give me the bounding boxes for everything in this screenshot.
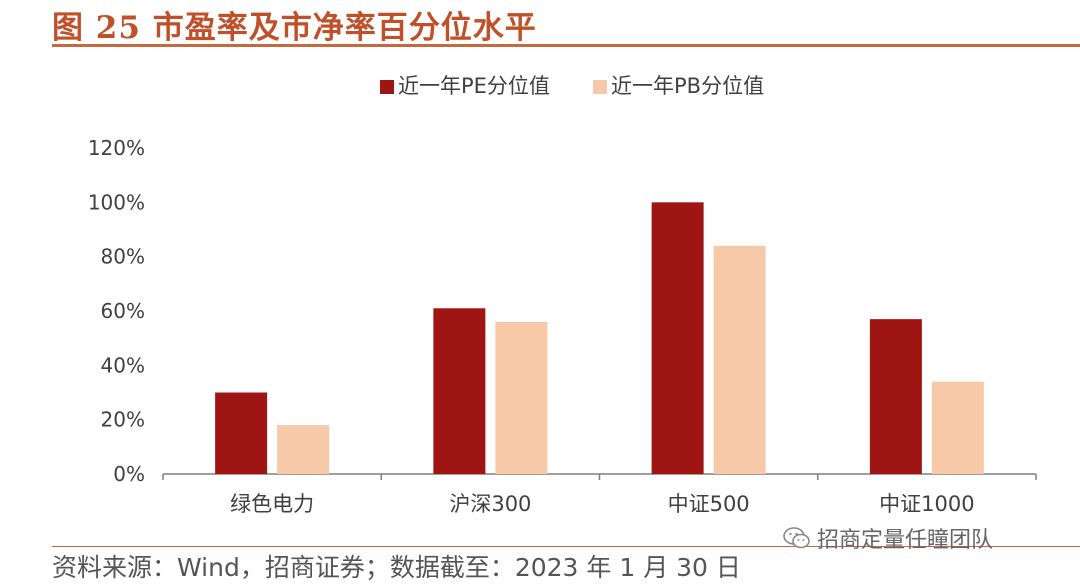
- legend-label-1: 近一年PE分位值: [398, 74, 550, 98]
- bar-pe-2: [433, 308, 486, 474]
- bar-pb-3: [713, 245, 766, 474]
- legend-swatch-1: [380, 80, 394, 94]
- y-tick-label: 120%: [88, 136, 145, 160]
- legend-swatch-2: [593, 80, 607, 94]
- bar-pb-4: [931, 381, 984, 474]
- y-tick-label: 80%: [101, 245, 145, 269]
- y-tick-label: 100%: [88, 190, 145, 214]
- figure-title: 图 25 市盈率及市净率百分位水平: [52, 10, 537, 46]
- x-tick-label: 绿色电力: [230, 492, 314, 516]
- x-tick-label: 中证1000: [879, 492, 974, 516]
- footer-divider: [52, 546, 1080, 547]
- y-tick-label: 20%: [101, 408, 145, 432]
- legend-label-2: 近一年PB分位值: [611, 74, 764, 98]
- source-note: 资料来源：Wind，招商证券；数据截至：2023 年 1 月 30 日: [52, 553, 741, 582]
- figure-title-bar: 图 25 市盈率及市净率百分位水平: [52, 0, 1080, 47]
- watermark: 招商定量任瞳团队: [783, 522, 993, 554]
- y-tick-label: 40%: [101, 353, 145, 377]
- bar-pb-2: [495, 321, 548, 474]
- watermark-text: 招商定量任瞳团队: [817, 528, 994, 553]
- wechat-icon: [783, 527, 810, 549]
- y-tick-label: 0%: [113, 462, 145, 486]
- x-tick-label: 中证500: [668, 492, 750, 516]
- bar-pe-4: [869, 319, 922, 474]
- y-tick-label: 60%: [101, 299, 145, 323]
- x-tick-label: 沪深300: [449, 492, 531, 516]
- bar-pe-1: [215, 392, 268, 474]
- bar-pb-1: [277, 425, 330, 474]
- bar-pe-3: [651, 202, 704, 475]
